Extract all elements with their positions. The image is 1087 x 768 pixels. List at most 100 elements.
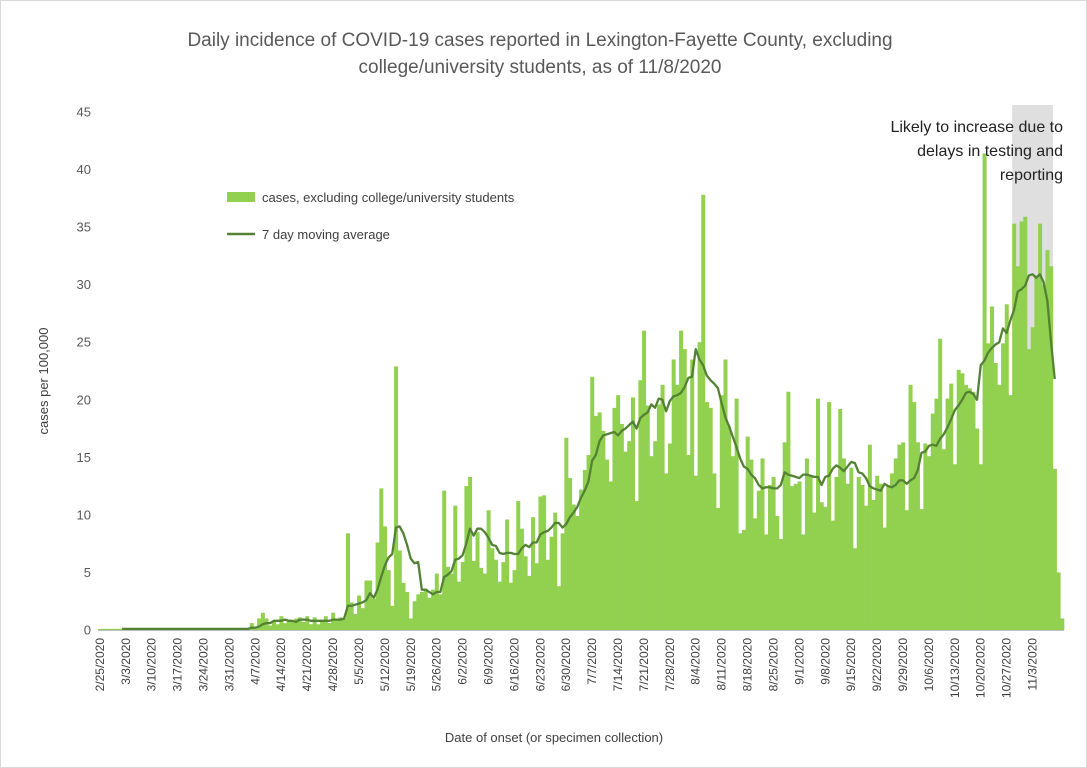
bar (738, 533, 743, 630)
bar (682, 349, 687, 630)
bar (730, 456, 735, 630)
bar (345, 533, 350, 630)
bars-layer (98, 153, 1065, 631)
bar (542, 495, 547, 630)
x-tick-label: 6/2/2020 (456, 638, 470, 685)
bar (445, 566, 450, 630)
bar (112, 628, 117, 630)
bar (690, 359, 695, 630)
bar (297, 617, 302, 630)
bar (1052, 468, 1057, 630)
x-tick-label: 3/10/2020 (145, 638, 159, 692)
bar (630, 397, 635, 630)
bar (101, 628, 106, 630)
bar (1004, 304, 1009, 630)
bar (442, 490, 447, 630)
bar (775, 516, 780, 630)
bar (897, 444, 902, 630)
bar (649, 456, 654, 630)
bar (586, 455, 591, 630)
bar (257, 618, 262, 630)
bar (360, 608, 365, 630)
bar (1019, 221, 1024, 631)
bar (982, 153, 987, 630)
y-tick-label: 45 (77, 105, 91, 120)
bar (286, 619, 291, 630)
bar (712, 473, 717, 630)
bar (653, 441, 658, 630)
legend: cases, excluding college/university stud… (227, 190, 515, 242)
y-tick-label: 5 (84, 565, 91, 580)
x-tick-label: 10/20/2020 (974, 638, 988, 698)
bar (708, 407, 713, 630)
bar (923, 443, 928, 630)
bar (605, 459, 610, 630)
bar (401, 582, 406, 630)
x-tick-label: 5/19/2020 (404, 638, 418, 692)
x-axis-title: Date of onset (or specimen collection) (445, 730, 663, 745)
bar (764, 534, 769, 630)
bar (808, 476, 813, 630)
bar (334, 619, 339, 630)
bar (871, 499, 876, 630)
bar (927, 456, 932, 630)
chart-title: Daily incidence of COVID-19 cases report… (60, 27, 1020, 81)
y-tick-label: 25 (77, 335, 91, 350)
x-tick-label: 6/16/2020 (507, 638, 521, 692)
bar (716, 507, 721, 630)
bar (1026, 349, 1031, 630)
bar (1030, 327, 1035, 630)
bar (664, 473, 669, 630)
y-axis-title: cases per 100,000 (36, 328, 51, 435)
bar (693, 475, 698, 630)
bar (564, 437, 569, 630)
y-tick-label: 0 (84, 623, 91, 638)
x-tick-label: 6/30/2020 (559, 638, 573, 692)
bar (616, 395, 621, 630)
bar (771, 476, 776, 630)
bar (538, 496, 543, 630)
bar (275, 624, 280, 630)
bar (779, 539, 784, 630)
bar (823, 506, 828, 630)
bar (619, 423, 624, 630)
bar (423, 588, 428, 630)
bar (727, 426, 732, 630)
bar (697, 342, 702, 630)
bar (790, 486, 795, 630)
bar (420, 592, 424, 630)
bar (1008, 395, 1013, 630)
bar (967, 388, 972, 630)
bar (627, 441, 632, 630)
bar (560, 533, 565, 630)
bar (283, 623, 288, 630)
y-tick-label: 20 (77, 392, 91, 407)
x-tick-label: 3/3/2020 (119, 638, 133, 685)
x-tick-label: 10/27/2020 (1000, 638, 1014, 698)
bar (934, 398, 939, 630)
bar (930, 413, 935, 630)
bar (431, 589, 436, 630)
bar (323, 616, 328, 630)
bar (412, 601, 417, 630)
bar (320, 620, 325, 630)
bar (1001, 343, 1006, 630)
bar (453, 505, 458, 630)
x-tick-label: 3/17/2020 (171, 638, 185, 692)
x-tick-label: 4/21/2020 (300, 638, 314, 692)
x-tick-label: 4/14/2020 (274, 638, 288, 692)
bar (338, 617, 343, 630)
bar (416, 594, 421, 630)
bar (601, 430, 606, 630)
bar (449, 573, 454, 630)
bar (638, 380, 643, 630)
bar (986, 343, 991, 630)
bar (945, 398, 950, 630)
x-tick-label: 5/12/2020 (378, 638, 392, 692)
bar (1015, 266, 1020, 630)
bar (268, 625, 273, 630)
bar (349, 602, 354, 630)
bar (579, 489, 584, 630)
bar (723, 359, 728, 630)
annotation-line-2: delays in testing and (917, 143, 1063, 160)
